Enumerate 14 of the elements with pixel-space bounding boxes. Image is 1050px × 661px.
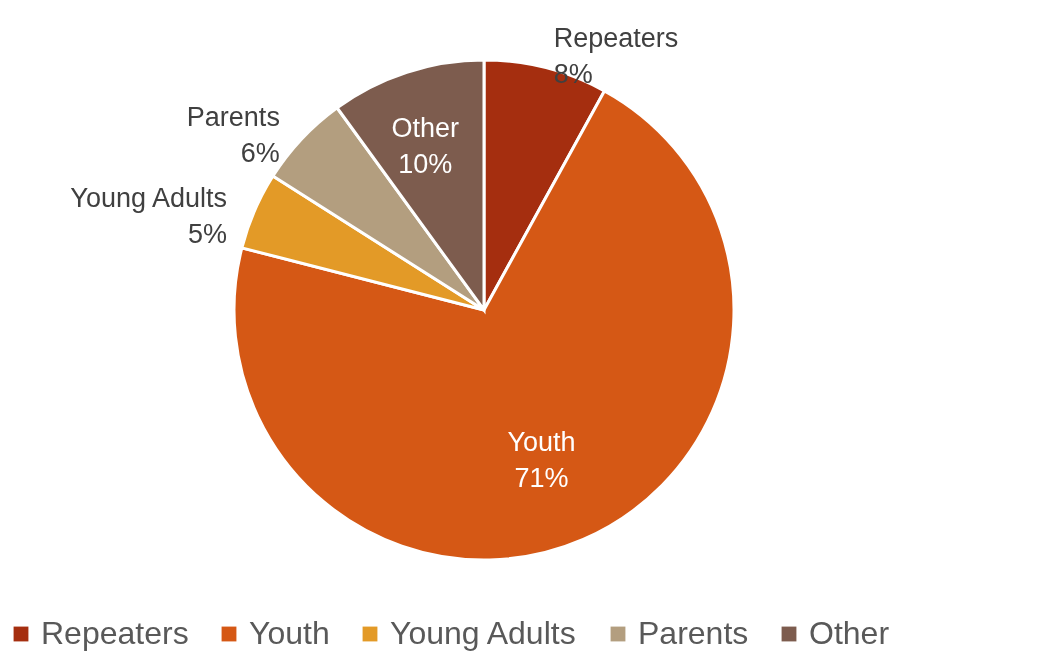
legend-label: Other	[809, 615, 890, 651]
legend-label: Youth	[249, 615, 330, 651]
data-label: 6%	[240, 138, 280, 169]
slice-label: Youth	[507, 427, 576, 458]
legend-label: Repeaters	[41, 615, 189, 651]
legend-label: Parents	[638, 615, 749, 651]
slice-label: Other	[391, 113, 460, 144]
slice-label: Parents	[186, 102, 280, 133]
data-label: 10%	[398, 149, 453, 180]
data-label: 5%	[188, 218, 228, 249]
legend-label: Young Adults	[390, 615, 576, 651]
slice-label: Repeaters	[553, 22, 679, 53]
slice-label: Young Adults	[70, 182, 228, 213]
data-label: 71%	[514, 463, 569, 494]
